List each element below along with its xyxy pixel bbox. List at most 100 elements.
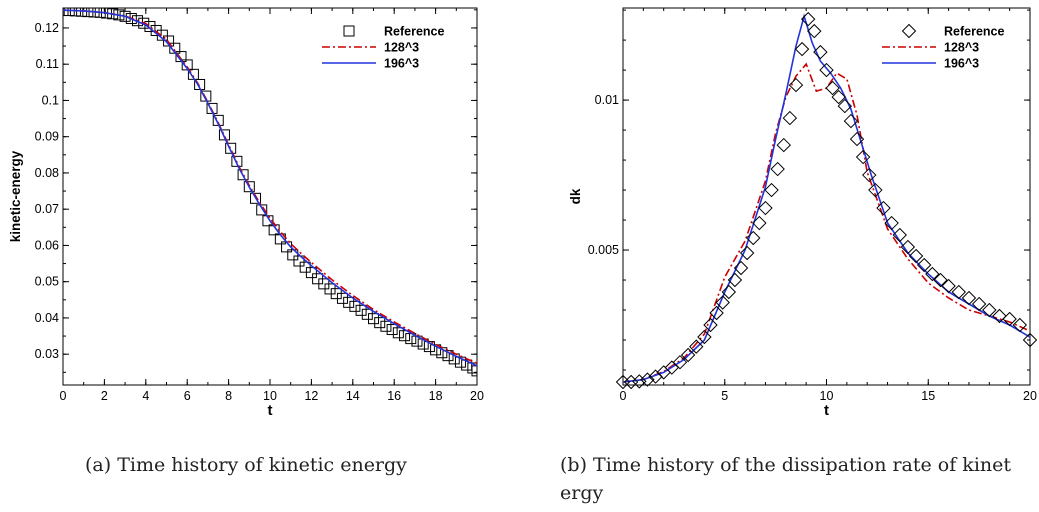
reference-marker	[992, 308, 1007, 324]
reference-marker	[715, 295, 730, 310]
reference-marker	[862, 167, 877, 183]
reference-marker	[380, 320, 392, 332]
reference-marker	[144, 20, 156, 32]
y-tick-label: 0.12	[35, 21, 59, 35]
reference-marker	[788, 77, 804, 93]
y-tick-label: 0.04	[35, 311, 59, 325]
x-tick-label: 5	[721, 389, 728, 403]
reference-marker	[623, 374, 639, 390]
y-tick-label: 0.09	[35, 130, 59, 144]
reference-marker	[132, 15, 144, 27]
reference-marker	[231, 155, 243, 167]
legend-marker	[901, 23, 917, 39]
reference-marker	[770, 161, 785, 177]
reference-marker	[727, 272, 743, 288]
reference-marker	[125, 13, 137, 25]
reference-marker	[782, 110, 798, 126]
x-tick-label: 2	[101, 389, 108, 403]
reference-marker	[392, 327, 404, 339]
reference-marker	[361, 308, 373, 320]
y-axis-label: dk	[568, 188, 583, 204]
x-tick-label: 20	[470, 389, 484, 403]
reference-marker	[461, 359, 473, 371]
reference-marker	[368, 313, 379, 325]
x-axis-label: t	[824, 402, 829, 419]
y-tick-label: 0.005	[588, 243, 619, 257]
reference-marker	[982, 302, 997, 318]
reference-marker	[243, 181, 255, 193]
reference-marker	[349, 300, 361, 312]
reference-marker	[187, 68, 199, 80]
reference-marker	[733, 260, 749, 276]
reference-marker	[849, 131, 865, 147]
x-tick-label: 14	[346, 389, 360, 403]
reference-marker	[776, 137, 791, 153]
reference-marker	[467, 362, 477, 374]
reference-marker	[225, 142, 237, 154]
y-tick-label: 0.11	[36, 57, 59, 71]
reference-marker	[672, 354, 688, 370]
reference-marker	[471, 365, 477, 377]
x-tick-label: 12	[304, 389, 318, 403]
reference-marker	[430, 344, 442, 356]
reference-marker	[916, 257, 932, 273]
y-tick-label: 0.05	[35, 275, 59, 289]
x-tick-label: 18	[429, 389, 443, 403]
reference-marker	[933, 272, 948, 288]
reference-marker	[825, 80, 840, 96]
reference-marker	[386, 324, 398, 336]
reference-marker	[293, 255, 305, 267]
reference-marker	[758, 200, 773, 216]
caption-b: (b) Time history of the dissipation rate…	[560, 454, 1012, 476]
reference-marker	[697, 329, 712, 345]
x-tick-label: 10	[820, 389, 834, 403]
series-line-196^3	[623, 13, 1030, 383]
plot-area	[623, 13, 1030, 383]
reference-marker	[206, 102, 218, 114]
x-tick-label: 0	[60, 389, 67, 403]
reference-marker	[746, 230, 761, 246]
reference-marker	[764, 182, 779, 198]
reference-marker	[831, 89, 846, 105]
reference-marker	[237, 169, 249, 181]
plot-area	[63, 8, 477, 377]
reference-marker	[703, 317, 718, 333]
caption-a: (a) Time history of kinetic energy	[85, 454, 407, 476]
reference-marker	[632, 374, 647, 389]
x-tick-label: 16	[387, 389, 401, 403]
reference-marker	[454, 356, 466, 368]
x-axis-label: t	[268, 402, 273, 419]
reference-marker	[640, 372, 655, 387]
reference-marker	[336, 292, 348, 304]
reference-marker	[709, 305, 724, 321]
reference-marker	[250, 192, 262, 204]
reference-marker	[1022, 332, 1038, 348]
reference-marker	[218, 129, 230, 141]
x-tick-label: 15	[921, 389, 935, 403]
reference-marker	[800, 11, 816, 27]
legend-marker	[343, 25, 355, 37]
legend-label: 196^3	[944, 57, 979, 71]
reference-marker	[374, 317, 386, 329]
y-tick-label: 0.07	[35, 202, 59, 216]
x-tick-label: 8	[225, 389, 232, 403]
reference-marker	[900, 239, 916, 255]
reference-marker	[163, 35, 175, 47]
y-tick-label: 0.03	[35, 347, 59, 361]
reference-marker	[119, 10, 131, 22]
reference-marker	[837, 98, 853, 114]
x-tick-label: 4	[142, 389, 149, 403]
reference-marker	[971, 296, 987, 312]
y-tick-label: 0.01	[595, 93, 619, 107]
x-tick-label: 20	[1023, 389, 1037, 403]
legend-label: 128^3	[384, 41, 419, 55]
x-tick-label: 10	[263, 389, 277, 403]
reference-marker	[855, 149, 871, 165]
y-tick-label: 0.1	[42, 93, 59, 107]
reference-marker	[739, 245, 755, 261]
legend-label: Reference	[384, 25, 444, 39]
reference-marker	[752, 215, 767, 231]
reference-marker	[399, 330, 411, 342]
reference-marker	[951, 284, 966, 300]
series-line-196^3	[63, 9, 477, 367]
